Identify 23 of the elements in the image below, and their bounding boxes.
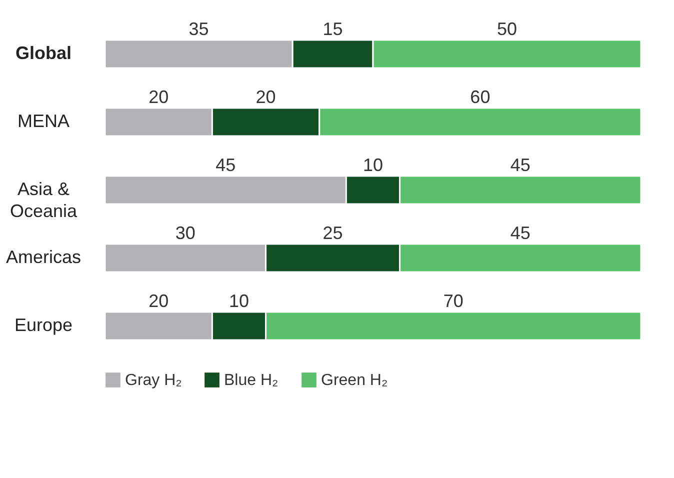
legend-label: Green H₂ [321,372,388,389]
legend-label: Blue H₂ [224,372,278,389]
data-label: 10 [362,155,384,175]
data-label: 25 [322,223,343,243]
y-tick-label: Global [15,43,72,63]
y-tick-label: Asia & Oceania [10,179,78,221]
y-tick-label: Americas [6,247,82,267]
data-label: 30 [175,223,196,243]
data-label: 60 [470,87,490,107]
data-label: 45 [216,155,236,175]
data-label: 20 [148,291,169,311]
data-label: 45 [510,223,530,243]
y-tick-label: MENA [17,111,70,131]
data-label: 10 [228,291,250,311]
data-label: 35 [188,19,209,39]
data-label: 50 [496,19,518,39]
data-label: 45 [510,155,530,175]
y-tick-label: Europe [14,315,73,335]
legend-label: Gray H₂ [125,372,182,389]
data-label: 70 [443,291,464,311]
data-label: 20 [256,87,276,107]
data-label: 20 [148,87,169,107]
data-label: 15 [322,19,343,39]
